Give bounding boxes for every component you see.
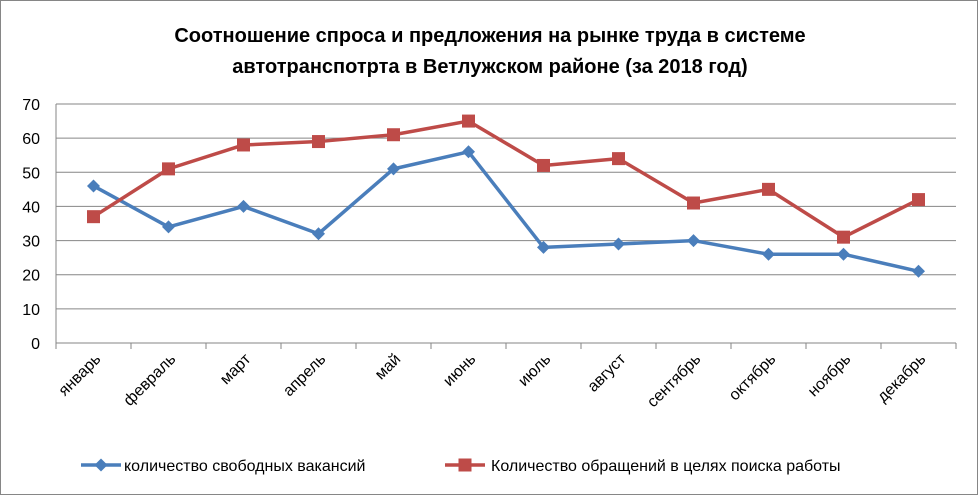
data-point-square [87,210,100,224]
data-point-square [462,114,475,128]
gridlines [56,103,956,310]
data-point-diamond [387,162,400,176]
legend-label: количество свободных вакансий [124,458,365,475]
x-axis: январь февраль март апрель май июнь июль август… [55,342,957,411]
x-tick-label: апрель [280,351,329,400]
series-2 [87,114,925,244]
series-line [92,119,920,239]
series-group [87,114,925,278]
x-tick-label: январь [56,351,105,400]
x-tick-label: ноябрь [805,351,854,400]
y-tick-label: 70 [22,97,40,114]
series-line [92,150,919,274]
chart-title-line-2: автотранспотрта в Ветлужском районе (за … [232,56,747,78]
data-point-diamond [162,220,175,234]
data-point-diamond [762,247,775,261]
x-tick-label: май [372,351,404,383]
legend-item-1: количество свободных вакансий [81,458,365,475]
y-tick-label: 40 [22,199,40,216]
data-point-square [912,193,925,207]
data-point-diamond [537,240,550,254]
data-point-diamond [87,179,100,193]
data-point-diamond [462,145,475,159]
data-point-square [537,158,550,172]
x-tick-label: март [217,350,255,388]
data-point-square [687,196,700,210]
x-tick-label: декабрь [874,351,929,406]
legend-label: Количество обращений в целях поиска рабо… [491,458,841,475]
legend-item-2: Количество обращений в целях поиска рабо… [445,458,841,475]
y-tick-label: 60 [22,131,40,148]
x-tick-label: октябрь [726,351,779,404]
y-axis: 0 10 20 30 40 50 60 70 [22,97,57,353]
data-point-square [162,162,175,176]
y-tick-label: 50 [22,165,40,182]
x-tick-label: июнь [440,351,479,390]
x-tick-label: август [585,350,630,395]
data-point-square [387,128,400,142]
chart-title-line-1: Соотношение спроса и предложения на рынк… [174,25,805,47]
x-tick-label: февраль [121,351,180,410]
x-tick-label: июль [515,351,554,390]
data-point-square [762,182,775,196]
data-point-square [237,138,250,152]
x-tick-label: сентябрь [644,351,704,411]
data-point-square [458,458,472,472]
data-point-diamond [94,458,108,472]
y-tick-label: 30 [22,234,40,251]
series-1 [87,145,925,278]
data-point-diamond [237,199,250,213]
data-point-diamond [912,264,925,278]
data-point-diamond [837,247,850,261]
data-point-diamond [312,227,325,241]
chart-title: Соотношение спроса и предложения на рынк… [174,25,805,78]
data-point-square [312,135,325,149]
y-tick-label: 10 [22,302,40,319]
y-tick-label: 0 [31,336,40,353]
data-point-diamond [687,234,700,248]
y-tick-label: 20 [22,268,40,285]
data-point-square [612,152,625,166]
data-point-square [837,230,850,244]
legend: количество свободных вакансий Количество … [81,458,841,475]
data-point-diamond [612,237,625,251]
